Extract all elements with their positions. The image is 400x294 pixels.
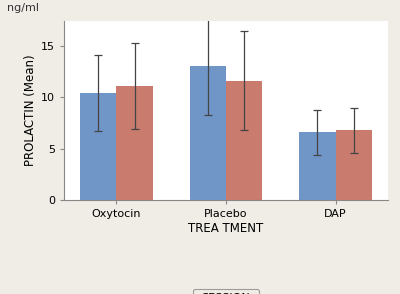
Bar [299,132,336,200]
Text: ng/ml: ng/ml [7,4,39,14]
X-axis label: TREA TMENT: TREA TMENT [188,222,264,235]
Bar [190,66,226,200]
Legend: s2, s3: s2, s3 [193,289,259,294]
Bar [80,93,116,200]
Y-axis label: PROLACTIN (Mean): PROLACTIN (Mean) [24,54,37,166]
Bar [226,81,262,200]
Bar [116,86,153,200]
Bar [336,130,372,200]
